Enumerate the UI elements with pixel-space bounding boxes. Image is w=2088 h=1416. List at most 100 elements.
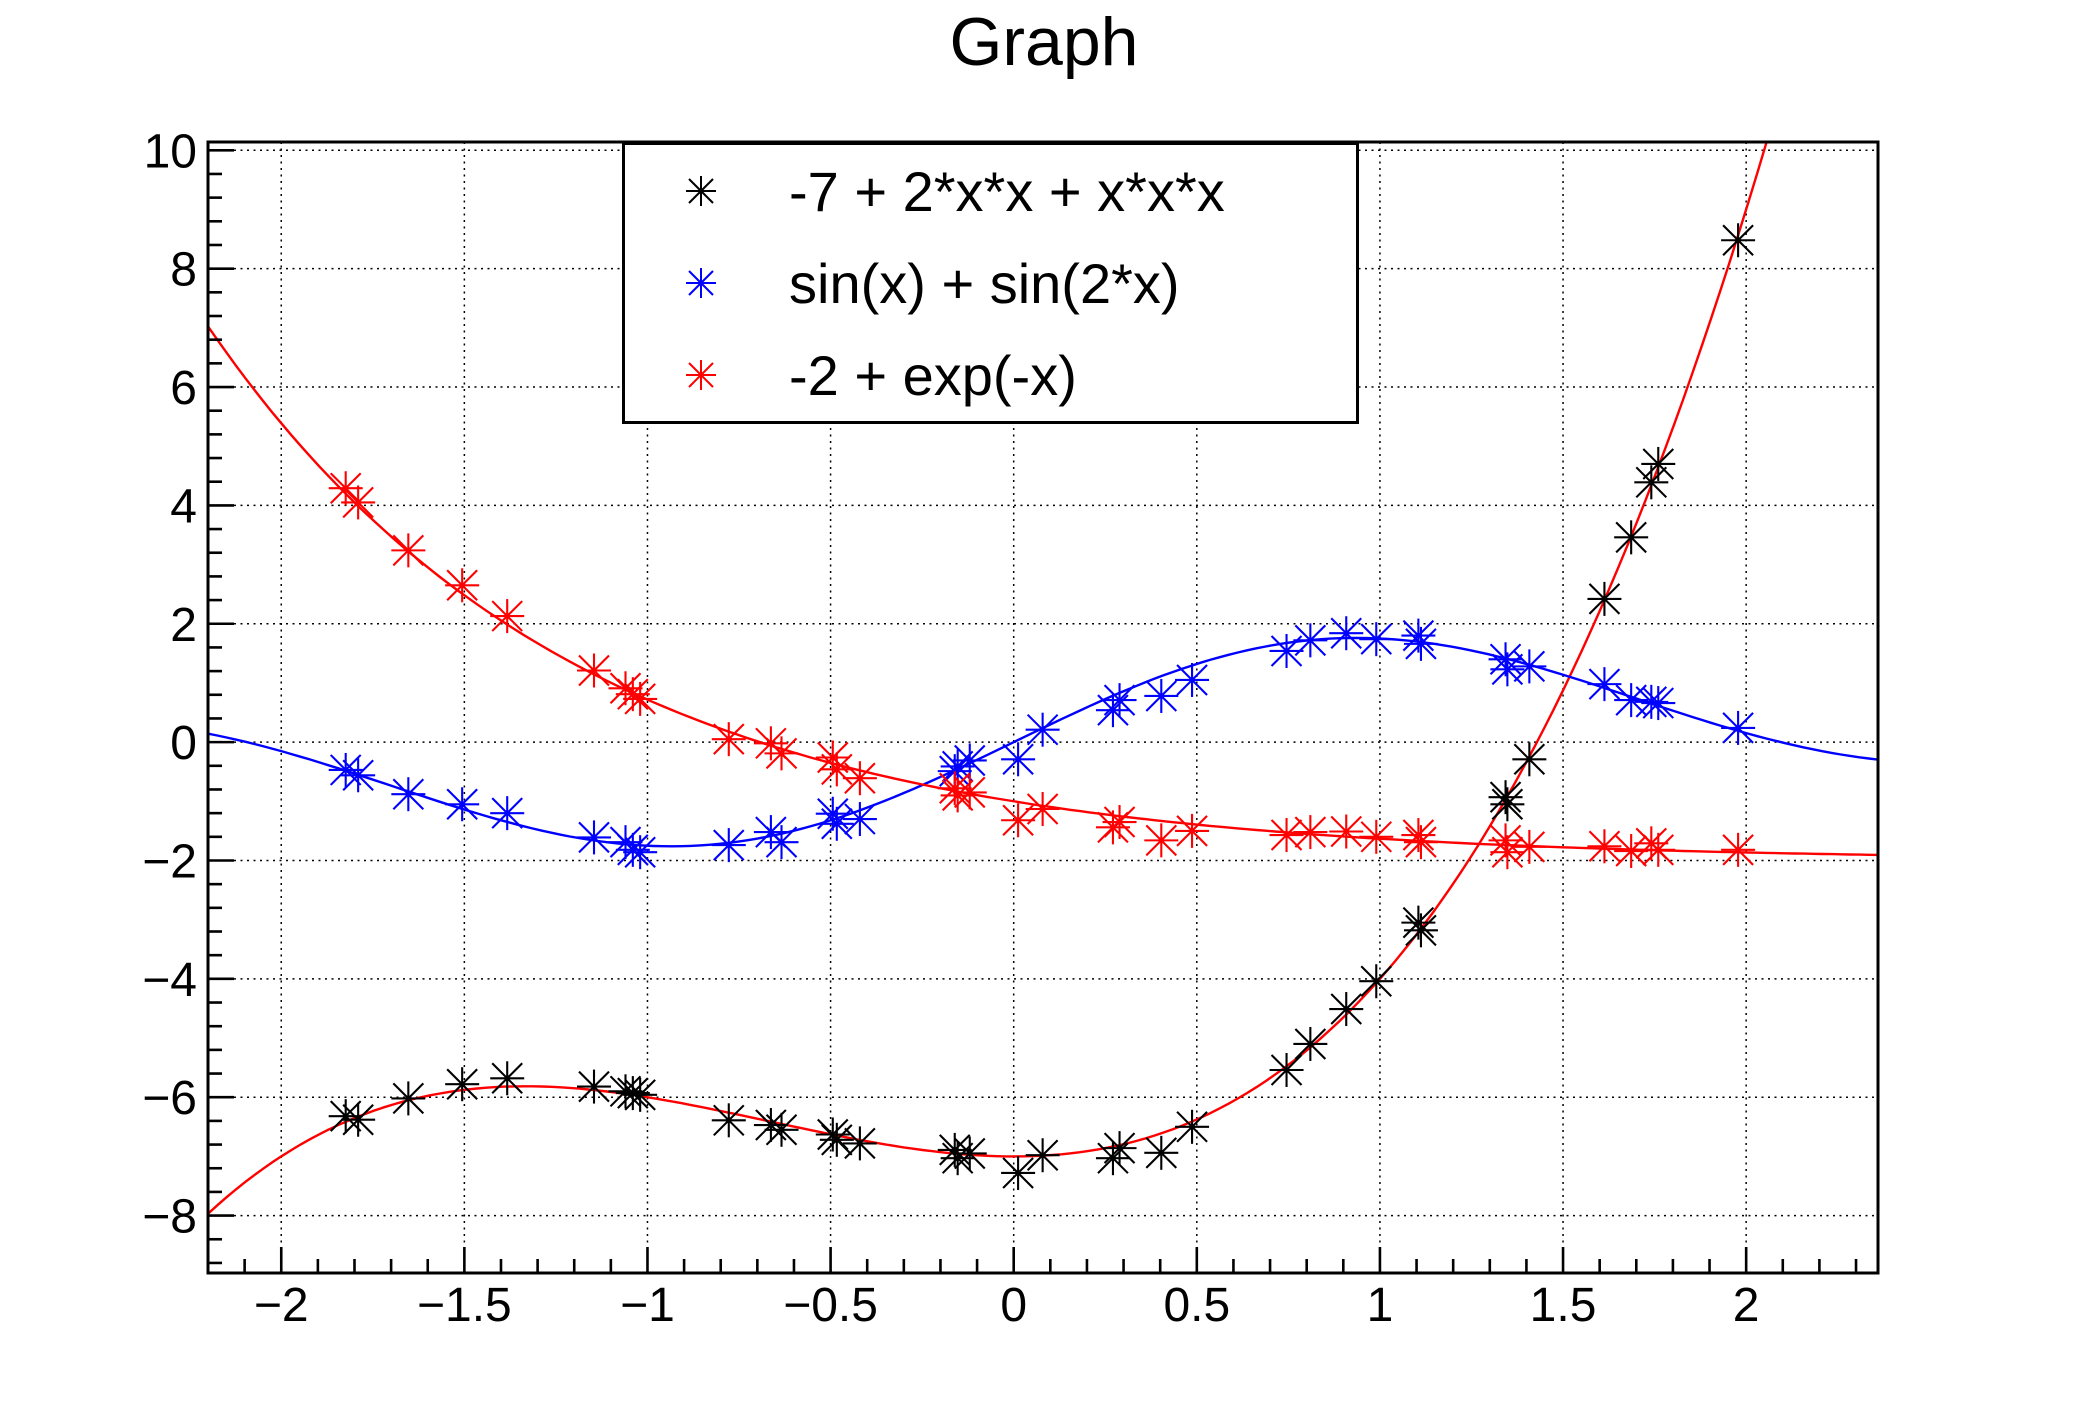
asterisk-marker <box>764 825 799 860</box>
asterisk-marker <box>1175 813 1210 848</box>
asterisk-marker <box>1401 905 1436 940</box>
svg-text:0.5: 0.5 <box>1163 1279 1230 1332</box>
legend-item: sin(x) + sin(2*x) <box>625 237 1356 329</box>
asterisk-marker <box>391 533 426 568</box>
asterisk-marker <box>815 796 850 831</box>
asterisk-marker <box>1403 626 1438 661</box>
asterisk-marker <box>623 835 658 870</box>
asterisk-marker <box>1102 1131 1137 1166</box>
asterisk-marker <box>1587 667 1622 702</box>
asterisk-marker <box>1512 742 1547 777</box>
svg-text:−8: −8 <box>142 1191 197 1244</box>
asterisk-marker <box>1269 818 1304 853</box>
x-axis-ticks <box>243 1247 1858 1273</box>
asterisk-marker <box>1614 520 1649 555</box>
asterisk-marker <box>1001 803 1036 838</box>
svg-text:−0.5: −0.5 <box>783 1279 878 1332</box>
asterisk-marker <box>1144 823 1179 858</box>
asterisk-marker <box>577 1069 612 1104</box>
asterisk-marker <box>445 1067 480 1102</box>
y-axis-labels: −8 −6 −4 −2 0 2 4 6 8 10 <box>142 125 197 1243</box>
asterisk-marker <box>490 1061 525 1096</box>
asterisk-marker <box>1614 683 1649 718</box>
legend-label: sin(x) + sin(2*x) <box>789 251 1180 315</box>
svg-text:0: 0 <box>170 717 197 770</box>
asterisk-marker <box>623 1077 658 1112</box>
asterisk-marker <box>753 1108 788 1143</box>
asterisk-marker <box>1641 686 1676 721</box>
svg-text:2: 2 <box>170 599 197 652</box>
asterisk-marker <box>1095 1141 1130 1176</box>
y-axis-ticks <box>208 148 234 1265</box>
asterisk-marker <box>1329 616 1364 651</box>
svg-text:−1.5: −1.5 <box>417 1279 512 1332</box>
asterisk-marker <box>1025 792 1060 826</box>
asterisk-marker <box>1095 693 1130 728</box>
asterisk-marker <box>490 599 525 634</box>
asterisk-marker-icon <box>686 268 716 298</box>
asterisk-marker <box>1488 780 1523 815</box>
asterisk-marker <box>1293 1026 1328 1061</box>
svg-text:4: 4 <box>170 480 197 533</box>
asterisk-marker <box>1175 1109 1210 1144</box>
asterisk-marker <box>1144 678 1179 713</box>
asterisk-marker <box>615 832 650 867</box>
asterisk-marker <box>623 681 658 716</box>
svg-text:0: 0 <box>1000 1279 1027 1332</box>
asterisk-marker <box>1102 805 1137 840</box>
svg-text:1: 1 <box>1367 1279 1394 1332</box>
asterisk-marker <box>819 806 854 841</box>
asterisk-marker <box>1490 835 1525 870</box>
legend-item: -7 + 2*x*x + x*x*x <box>625 145 1356 237</box>
svg-text:10: 10 <box>144 125 197 178</box>
asterisk-marker <box>1512 829 1547 864</box>
asterisk-marker <box>1269 1053 1304 1087</box>
series-2-points <box>328 471 1756 870</box>
asterisk-marker <box>1144 1135 1179 1170</box>
asterisk-marker <box>1293 815 1328 850</box>
svg-text:2: 2 <box>1733 1279 1760 1332</box>
asterisk-marker <box>1329 992 1364 1027</box>
asterisk-marker <box>1587 829 1622 864</box>
asterisk-marker <box>1359 819 1394 854</box>
asterisk-marker-icon <box>686 176 716 206</box>
asterisk-marker <box>952 1136 987 1171</box>
asterisk-marker <box>711 828 746 863</box>
asterisk-marker <box>1001 1155 1036 1190</box>
asterisk-marker <box>391 777 426 812</box>
asterisk-marker <box>328 1099 363 1134</box>
asterisk-marker <box>1641 832 1676 867</box>
asterisk-marker <box>1359 622 1394 657</box>
legend-box: -7 + 2*x*x + x*x*x sin(x) + sin(2*x) -2 … <box>622 142 1359 424</box>
asterisk-marker <box>1001 742 1036 777</box>
svg-text:−1: −1 <box>620 1279 675 1332</box>
asterisk-marker <box>341 485 376 520</box>
asterisk-marker <box>819 752 854 787</box>
svg-text:1.5: 1.5 <box>1530 1279 1597 1332</box>
svg-text:8: 8 <box>170 244 197 297</box>
asterisk-marker <box>1329 814 1364 849</box>
asterisk-marker <box>328 471 363 506</box>
svg-text:6: 6 <box>170 362 197 415</box>
asterisk-marker <box>1512 649 1547 684</box>
asterisk-marker <box>615 677 650 712</box>
series-0-points <box>328 223 1756 1190</box>
legend-label: -7 + 2*x*x + x*x*x <box>789 159 1225 223</box>
asterisk-marker <box>1721 832 1756 867</box>
asterisk-marker <box>341 1102 376 1137</box>
svg-text:−4: −4 <box>142 954 197 1007</box>
asterisk-marker <box>842 1126 877 1161</box>
asterisk-marker <box>1587 581 1622 616</box>
asterisk-marker-icon <box>686 360 716 390</box>
asterisk-marker <box>341 758 376 793</box>
asterisk-marker <box>842 802 877 837</box>
x-axis-labels: −2 −1.5 −1 −0.5 0 0.5 1 1.5 2 <box>254 1279 1760 1332</box>
asterisk-marker <box>1293 623 1328 658</box>
asterisk-marker <box>1175 662 1210 697</box>
asterisk-marker <box>577 820 612 855</box>
asterisk-marker <box>1359 964 1394 999</box>
asterisk-marker <box>940 1141 975 1176</box>
asterisk-marker <box>1025 712 1060 747</box>
legend-label: -2 + exp(-x) <box>789 343 1077 407</box>
